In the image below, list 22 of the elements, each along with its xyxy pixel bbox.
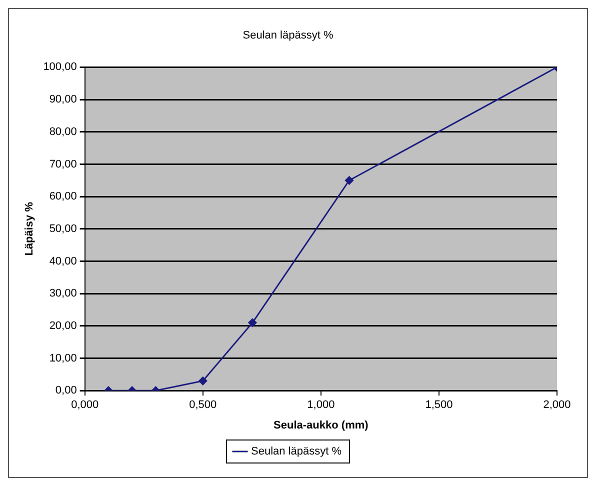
x-tick-label: 1,500 — [425, 399, 453, 412]
legend-label: Seulan läpässyt % — [251, 446, 342, 458]
point — [345, 176, 354, 185]
y-tick-label: 90,00 — [49, 94, 77, 106]
x-tick-label: 0,500 — [189, 399, 217, 412]
y-tick-label: 80,00 — [49, 126, 77, 138]
y-tick-label: 50,00 — [49, 222, 77, 235]
x-axis-title: Seula-aukko (mm) — [274, 419, 369, 432]
y-tick-label: 40,00 — [49, 255, 77, 268]
y-tick-label: 0,00 — [55, 384, 77, 397]
y-tick-label: 100,00 — [43, 61, 77, 74]
y-tick-label: 70,00 — [49, 158, 77, 170]
y-axis-title: Läpäisy % — [24, 202, 36, 256]
y-tick-label: 60,00 — [49, 190, 77, 203]
chart-title: Seulan läpässyt % — [242, 30, 334, 42]
x-tick-label: 1,000 — [307, 399, 335, 412]
point — [248, 318, 257, 327]
y-tick-label: 10,00 — [49, 352, 77, 364]
x-tick-label: 2,000 — [543, 399, 571, 412]
y-tick-label: 30,00 — [49, 288, 77, 300]
x-tick-label: 0,000 — [71, 399, 99, 412]
y-tick-label: 20,00 — [49, 320, 77, 332]
